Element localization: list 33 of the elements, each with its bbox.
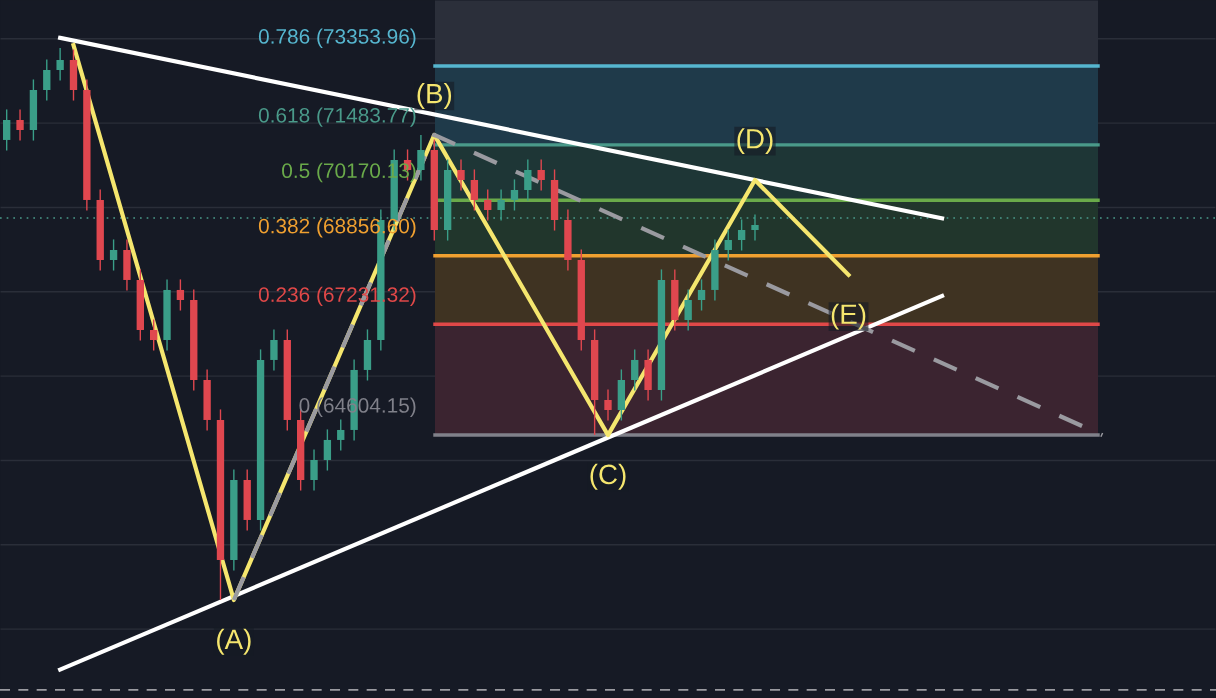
annotation: (C) xyxy=(590,463,626,490)
candlestick xyxy=(724,228,732,262)
annotation: (D) xyxy=(737,128,773,155)
candlestick xyxy=(150,318,158,352)
candlestick xyxy=(684,288,692,332)
candlestick xyxy=(470,168,479,212)
ref-line-label: 0.618 (71483.77) xyxy=(258,107,416,127)
ref-line-label: 0.786 (73353.96) xyxy=(258,28,416,48)
candlestick xyxy=(56,47,64,82)
candlestick xyxy=(323,428,332,472)
annotation: (E) xyxy=(831,303,866,330)
candlestick xyxy=(751,213,759,242)
candlestick xyxy=(631,348,639,392)
candlestick xyxy=(537,158,545,192)
candlestick xyxy=(16,108,24,142)
candlestick xyxy=(457,158,465,192)
candlestick xyxy=(484,188,492,222)
candlestick xyxy=(604,388,612,422)
candlestick xyxy=(337,418,345,452)
annotation: (A) xyxy=(217,628,251,655)
candlestick xyxy=(109,238,118,272)
candlestick xyxy=(417,134,425,182)
candlestick xyxy=(510,178,519,212)
candlestick xyxy=(43,58,51,102)
candlestick xyxy=(697,278,706,312)
candlestick xyxy=(497,188,505,222)
candlestick xyxy=(524,158,532,202)
candlestick xyxy=(3,108,11,152)
annotation: (B) xyxy=(417,83,452,109)
candlestick xyxy=(270,328,278,372)
candlestick xyxy=(310,448,318,492)
candlestick xyxy=(737,218,746,252)
candlestick xyxy=(176,278,185,312)
